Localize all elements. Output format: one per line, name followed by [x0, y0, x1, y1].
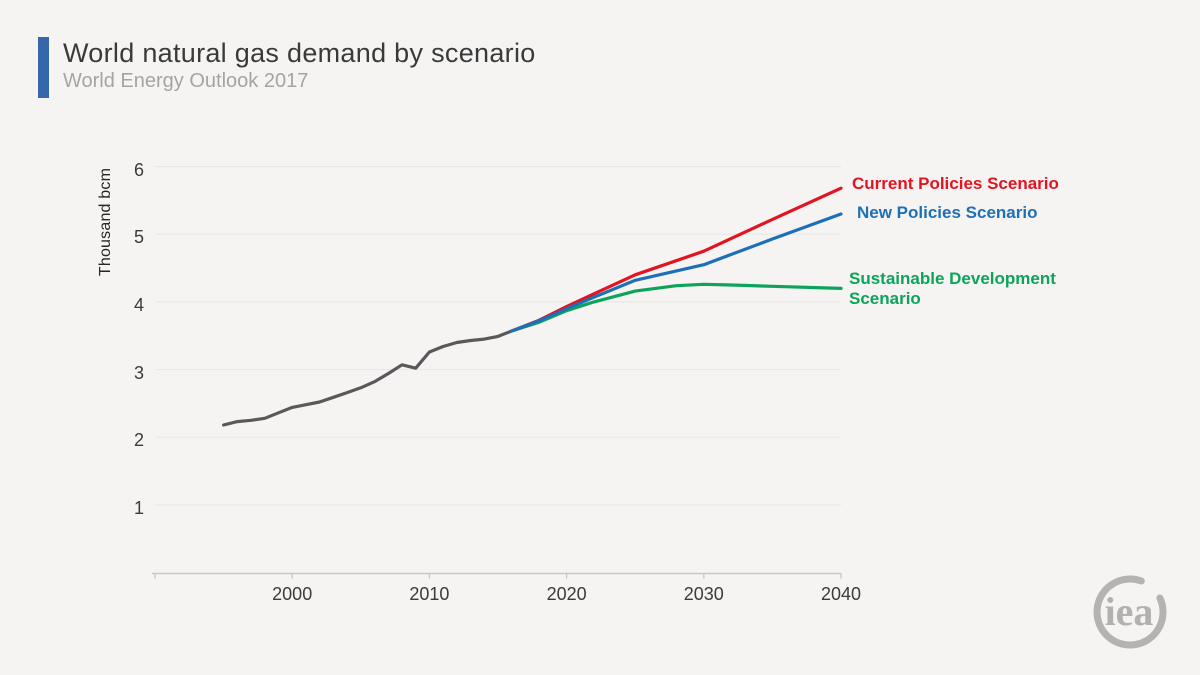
- x-tick-label-2000: 2000: [272, 584, 313, 604]
- x-tick-label-2040: 2040: [820, 584, 862, 604]
- series-line-new-policies-scenario: [510, 212, 843, 333]
- y-tick-label-3: 3: [133, 362, 144, 383]
- y-tick-label-6: 6: [133, 159, 144, 180]
- iea-logo-ring: [1093, 575, 1167, 649]
- y-axis-title: Thousand bcm: [97, 167, 114, 277]
- accent-bar: [38, 37, 49, 98]
- legend-new-policies: New Policies Scenario: [857, 203, 1038, 222]
- page-subtitle: World Energy Outlook 2017: [63, 70, 309, 93]
- legend-current-policies: Current Policies Scenario: [852, 174, 1059, 193]
- y-tick-label-4: 4: [133, 294, 144, 315]
- y-tick-label-1: 1: [133, 497, 144, 518]
- y-tick-label-5: 5: [133, 227, 144, 248]
- chart-header: World natural gas demand by scenario Wor…: [38, 37, 536, 98]
- iea-logo: iea: [1093, 575, 1167, 649]
- x-tick-label-2020: 2020: [546, 584, 587, 604]
- x-tick-label-2010: 2010: [409, 584, 450, 604]
- x-tick-label-2030: 2030: [683, 584, 724, 604]
- legend-sustainable-development: Sustainable Development Scenario: [849, 269, 1056, 308]
- y-tick-label-2: 2: [133, 430, 144, 451]
- iea-logo-text: iea: [1105, 589, 1154, 634]
- page-title: World natural gas demand by scenario: [63, 38, 536, 68]
- series-line-historical: [222, 329, 514, 427]
